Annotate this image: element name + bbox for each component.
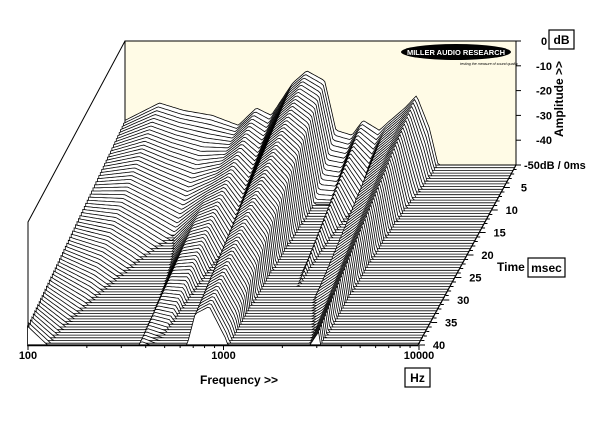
x-unit-label: Hz: [410, 371, 425, 385]
z-tick-label: 35: [445, 318, 457, 330]
y-tick-label: -20: [536, 86, 552, 98]
z-tick-label: 10: [506, 205, 518, 217]
decay-slice: [46, 261, 438, 312]
x-tick-label: 10000: [404, 350, 435, 362]
z-axis-line: [417, 164, 517, 346]
svg-text:MILLER AUDIO RESEARCH: MILLER AUDIO RESEARCH: [407, 48, 505, 57]
decay-slice: [47, 257, 439, 309]
z-unit-box: [527, 257, 566, 278]
y-axis-label: Amplitude >>: [552, 61, 566, 137]
decay-slice: [43, 268, 435, 317]
y-tick-label: 0: [541, 36, 547, 48]
x-axis-label: Frequency >>: [200, 373, 278, 387]
z-tick-label: 25: [469, 273, 481, 285]
x-unit-box: [404, 367, 431, 388]
z-tick-label: 30: [457, 295, 469, 307]
miller-audio-research-logo: MILLER AUDIO RESEARCH testing the measur…: [401, 44, 518, 66]
z-axis-label: Time: [497, 260, 525, 274]
decay-slice: [41, 271, 434, 320]
decay-slice: [51, 247, 444, 301]
y-unit-label: dB: [554, 33, 570, 47]
x-axis-ticks: 100 1000 10000: [19, 345, 434, 362]
z-unit-label: msec: [531, 261, 562, 275]
decay-slices: [27, 70, 516, 347]
decay-slice: [48, 254, 441, 306]
z-tick-label: 20: [481, 250, 493, 262]
z-tick-label: 15: [494, 228, 506, 240]
decay-slice: [28, 303, 420, 344]
decay-slice: [27, 306, 419, 347]
x-tick-label: 100: [19, 350, 37, 362]
decay-slice: [50, 250, 442, 304]
z-tick-label: 40: [433, 340, 445, 352]
svg-text:testing the measure of sound q: testing the measure of sound quality: [460, 62, 518, 66]
y-axis-ticks: 0 -10 -20 -30 -40 -50dB / 0ms: [516, 36, 586, 172]
y-tick-label: -30: [536, 110, 552, 122]
y-unit-box: [548, 29, 575, 50]
y-tick-label: -10: [536, 61, 552, 73]
y-tick-label: -40: [536, 135, 552, 147]
z-tick-label: 5: [521, 183, 527, 195]
x-tick-label: 1000: [211, 350, 235, 362]
y-tick-label: -50dB / 0ms: [524, 160, 586, 172]
decay-slice: [44, 264, 436, 314]
